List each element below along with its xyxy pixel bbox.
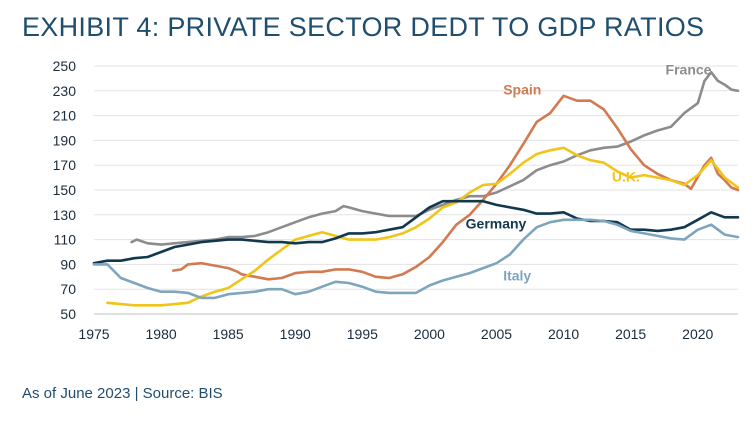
series-line-france: [130, 70, 740, 246]
y-tick-label-210: 210: [53, 108, 77, 124]
series-label-uk: U.K.: [612, 168, 640, 184]
y-tick-label-50: 50: [60, 306, 76, 322]
y-tick-label-230: 230: [53, 83, 77, 99]
y-tick-label-150: 150: [53, 182, 77, 198]
series-label-france: France: [666, 62, 712, 78]
y-tick-label-170: 170: [53, 157, 77, 173]
source-footnote: As of June 2023 | Source: BIS: [22, 385, 223, 402]
x-tick-label-2020: 2020: [682, 326, 713, 342]
x-tick-label-1975: 1975: [78, 326, 109, 342]
x-tick-label-1995: 1995: [347, 326, 378, 342]
x-tick-label-2000: 2000: [414, 326, 445, 342]
x-tick-label-2005: 2005: [481, 326, 512, 342]
chart-title: EXHIBIT 4: PRIVATE SECTOR DEDT TO GDP RA…: [22, 12, 705, 42]
y-tick-label-130: 130: [53, 207, 77, 223]
line-chart: 50 70 90 110 130 150 170 190 210 230 250 1975 1980 19…: [53, 58, 740, 342]
x-tick-label-1980: 1980: [146, 326, 177, 342]
x-tick-label-2010: 2010: [548, 326, 579, 342]
x-tick-label-2015: 2015: [615, 326, 646, 342]
series-label-germany: Germany: [466, 215, 527, 231]
y-tick-label-70: 70: [60, 281, 76, 297]
series-label-spain: Spain: [503, 82, 541, 98]
series-line-spain: [171, 94, 740, 281]
y-tick-label-110: 110: [54, 232, 77, 248]
series-label-italy: Italy: [503, 268, 531, 284]
series-line-uk: [106, 146, 740, 307]
y-tick-label-250: 250: [53, 58, 77, 74]
x-tick-label-1985: 1985: [213, 326, 244, 342]
x-tick-label-1990: 1990: [280, 326, 311, 342]
series-line-italy: [92, 218, 740, 300]
y-tick-label-90: 90: [60, 256, 76, 272]
y-tick-label-190: 190: [53, 132, 77, 148]
